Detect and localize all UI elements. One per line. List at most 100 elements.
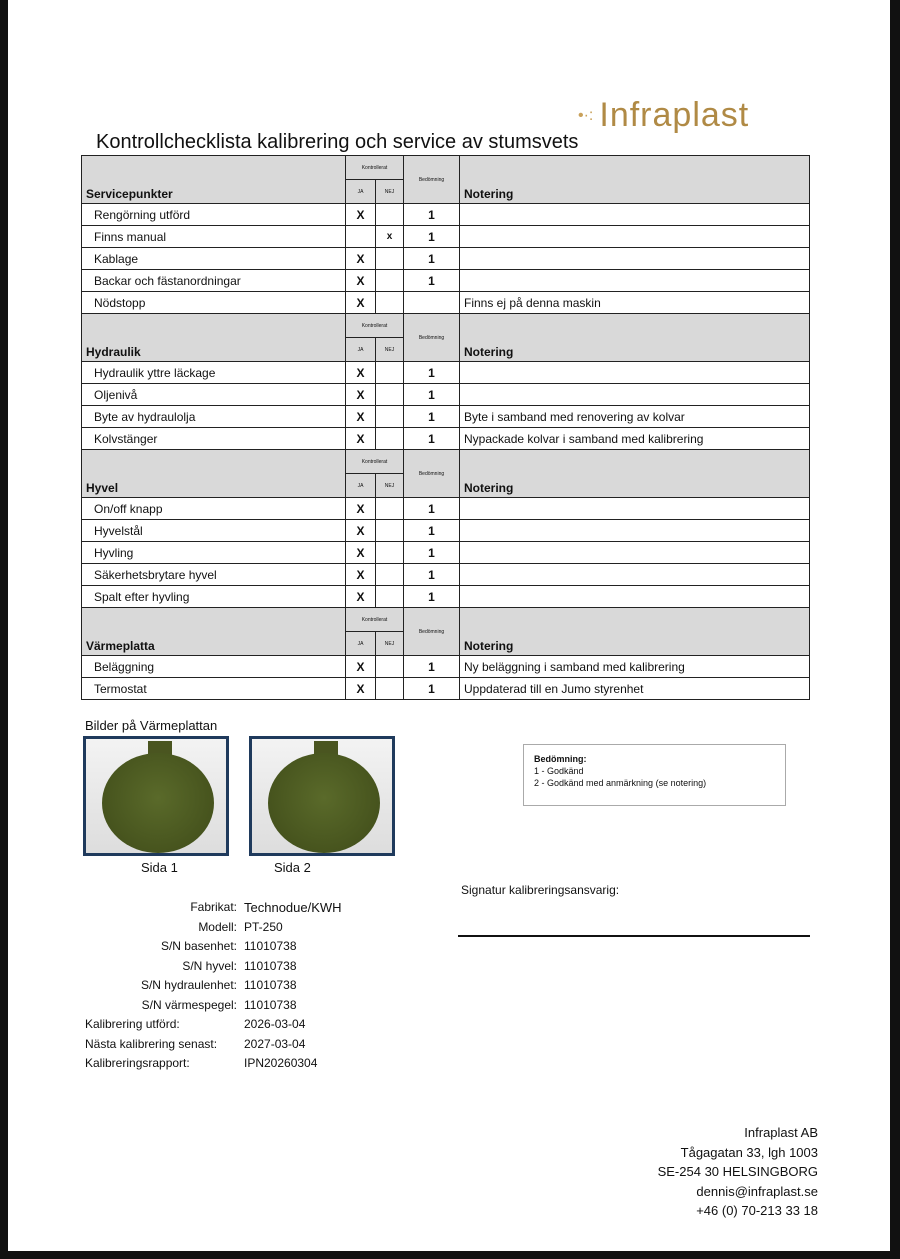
section-subheader: JA NEJ [82,631,810,656]
info-label: Kalibreringsrapport: [85,1056,190,1070]
item-label: Backar och fästanordningar [81,269,346,292]
item-label: Spalt efter hyvling [81,585,346,608]
notering-cell: Finns ej på denna maskin [459,291,810,314]
section-subheader: JA NEJ [82,179,810,204]
notering-header: Notering [459,607,810,656]
item-label: Termostat [81,677,346,700]
ja-header: JA [345,337,376,362]
checklist-table: Servicepunkter Kontrollerat Bedömning Noter… [81,155,810,700]
info-value: IPN20260304 [244,1056,318,1070]
notering-cell [459,563,810,586]
info-label: S/N hyvel: [182,958,237,973]
nej-header: NEJ [375,631,404,656]
kontrollerat-label: Kontrollerat [361,458,388,465]
ja-cell: X [345,563,376,586]
ja-cell: X [345,269,376,292]
info-label: Modell: [198,919,237,934]
section-title: Hydraulik [81,313,346,362]
kontrollerat-header: Kontrollerat [345,155,404,180]
nej-cell [375,247,404,270]
ja-header: JA [345,179,376,204]
info-value: 2027-03-04 [244,1036,306,1051]
nej-cell [375,269,404,292]
info-value: PT-250 [244,919,283,934]
bedomning-cell: 1 [403,677,460,700]
table-row: Hydraulik yttre läckage X 1 [81,361,810,384]
notering-cell: Byte i samband med renovering av kolvar [459,405,810,428]
bedomning-cell: 1 [403,427,460,450]
notering-cell [459,203,810,226]
bedomning-cell: 1 [403,541,460,564]
heating-plate-photo-side-1 [83,736,229,856]
bedomning-label: Bedömning [418,470,445,477]
footer-line: Tågagatan 33, lgh 1003 [680,1144,818,1160]
ja-cell: X [345,427,376,450]
bedomning-cell: 1 [403,497,460,520]
info-label: S/N hydraulenhet: [140,978,237,992]
ja-cell: X [345,541,376,564]
ja-cell: X [345,585,376,608]
ja-cell: X [345,383,376,406]
bedomning-cell: 1 [403,225,460,248]
notering-cell: Ny beläggning i samband med kalibrering [459,655,810,678]
notering-header: Notering [459,155,810,204]
ja-cell: X [345,497,376,520]
info-value: 2026-03-04 [244,1017,306,1031]
section-header: Servicepunkter Kontrollerat Bedömning Noter… [81,155,810,204]
ja-cell: X [345,203,376,226]
nej-header: NEJ [375,179,404,204]
nej-header: NEJ [375,337,404,362]
notering-cell: Nypackade kolvar i samband med kalibreri… [459,427,810,450]
kontrollerat-header: Kontrollerat [345,607,404,632]
table-row: Rengörning utförd X 1 [81,203,810,226]
ja-cell: X [345,677,376,700]
assessment-legend: Bedömning: 1 - Godkänd 2 - Godkänd med a… [523,744,786,806]
bedomning-cell: 1 [403,405,460,428]
item-label: Rengörning utförd [81,203,346,226]
legend-item: 1 - Godkänd [534,766,584,776]
item-label: Nödstopp [81,291,346,314]
notering-cell [459,247,810,270]
footer-line: SE-254 30 HELSINGBORG [657,1164,818,1179]
table-row: Byte av hydraulolja X 1 Byte i samband med … [81,405,810,428]
footer-line: dennis@infraplast.se [696,1183,818,1199]
item-label: Hyvelstål [81,519,346,542]
bedomning-label: Bedömning [418,334,445,341]
info-value: Technodue/KWH [244,900,342,915]
bedomning-cell: 1 [403,361,460,384]
table-row: Beläggning X 1 Ny beläggning i samband med … [81,655,810,678]
table-row: Spalt efter hyvling X 1 [81,585,810,608]
info-value: 11010738 [244,958,297,973]
kontrollerat-header: Kontrollerat [345,449,404,474]
signature-label: Signatur kalibreringsansvarig: [461,883,620,897]
table-row: Nödstopp X Finns ej på denna maskin [81,291,810,314]
info-value: 11010738 [244,939,297,953]
heating-plate-photo-side-2 [249,736,395,856]
caption-side-2: Sida 2 [274,860,311,875]
bedomning-cell: 1 [403,247,460,270]
section-header: Hydraulik Kontrollerat Bedömning Notering [81,313,810,362]
ja-cell: X [345,247,376,270]
bedomning-label: Bedömning [418,176,445,183]
nej-cell [375,497,404,520]
kontrollerat-header: Kontrollerat [345,313,404,338]
ja-cell: X [345,519,376,542]
nej-label: NEJ [384,346,395,353]
kontrollerat-label: Kontrollerat [361,322,388,329]
signature-line [458,935,810,937]
notering-cell [459,361,810,384]
company-footer: Infraplast AB Tågagatan 33, lgh 1003 SE-25… [658,1123,818,1221]
kontrollerat-label: Kontrollerat [361,164,388,171]
ja-cell: X [345,655,376,678]
footer-line: Infraplast AB [744,1125,818,1140]
nej-cell [375,519,404,542]
nej-cell [375,677,404,700]
nej-cell [375,383,404,406]
table-row: Finns manual x 1 [81,225,810,248]
bedomning-cell: 1 [403,519,460,542]
infraplast-logo: •·: Infraplast [578,96,749,135]
notering-header: Notering [459,449,810,498]
nej-header: NEJ [375,473,404,498]
info-value: 11010738 [244,978,297,992]
logo-dots-icon: •·: [578,106,594,124]
